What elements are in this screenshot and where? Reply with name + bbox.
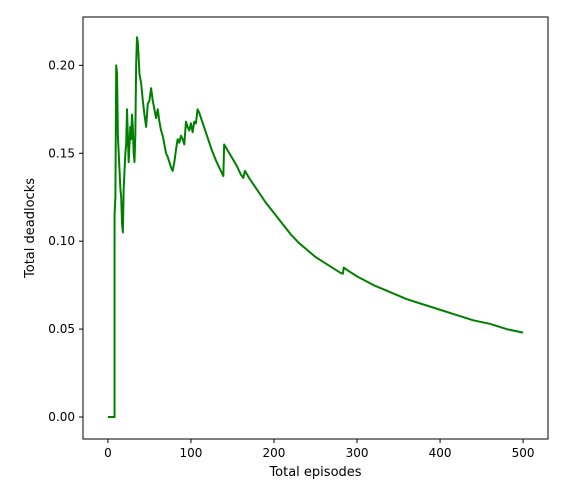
y-axis-ticks: 0.00 0.05 0.10 0.15 0.20 [48,58,83,424]
plot-frame [82,16,549,440]
y-tick-label: 0.20 [48,58,75,72]
y-tick-label: 0.00 [48,410,75,424]
y-tick-label: 0.05 [48,322,75,336]
y-tick-label: 0.10 [48,234,75,248]
x-tick-label: 300 [346,446,369,460]
x-tick-label: 400 [429,446,452,460]
series-line [107,36,524,419]
x-axis-ticks: 0 100 200 300 400 500 [104,439,535,460]
y-tick-label: 0.15 [48,146,75,160]
x-tick-label: 100 [179,446,202,460]
x-tick-label: 200 [263,446,286,460]
x-tick-label: 500 [512,446,535,460]
x-tick-label: 0 [104,446,112,460]
series-layer [107,36,524,419]
y-axis-label: Total deadlocks [23,178,38,279]
plot-area [83,17,548,439]
x-axis-label: Total episodes [268,465,361,480]
